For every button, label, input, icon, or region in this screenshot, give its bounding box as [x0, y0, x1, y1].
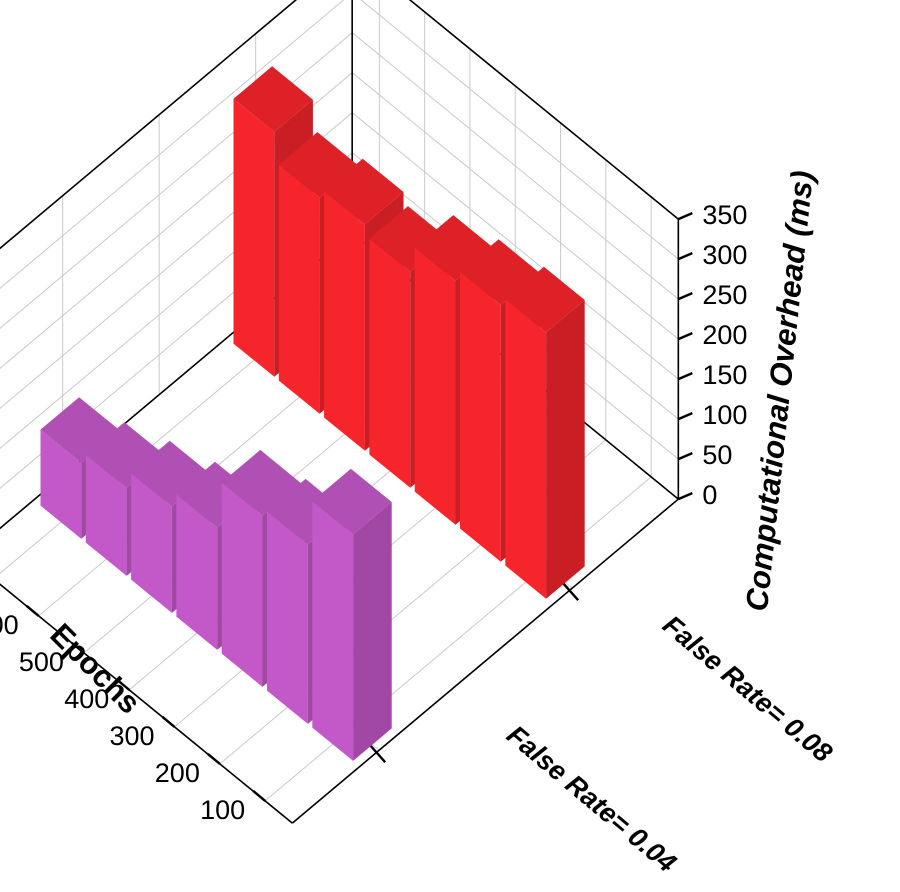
bars: [40, 66, 585, 761]
y-tick: [677, 331, 693, 341]
frame-line: [0, 0, 298, 250]
bar-front-face: [460, 271, 501, 562]
x-tick: [207, 752, 221, 765]
y-tick-label: 150: [702, 360, 747, 390]
bar-front-face: [176, 494, 218, 650]
bar-front-face: [40, 429, 82, 539]
series-label-false-rate-0-08: False Rate= 0.08: [657, 610, 838, 769]
grid-line: [264, 476, 652, 802]
bar-front-face: [131, 473, 172, 613]
bar-front-face: [233, 98, 275, 377]
y-tick-label: 0: [702, 480, 717, 510]
x-tick-label: 400: [64, 684, 109, 714]
grid-line: [0, 0, 679, 289]
y-tick: [677, 411, 693, 421]
y-tick-label: 200: [702, 320, 747, 350]
bar-front-face: [505, 299, 547, 599]
bar: [312, 468, 392, 761]
y-tick-label: 350: [702, 200, 747, 230]
x-tick-label: 200: [155, 758, 200, 788]
bar: [505, 266, 585, 599]
bar-top-face: [221, 449, 302, 516]
x-tick-label: 100: [200, 795, 245, 825]
bar-front-face: [414, 247, 456, 525]
y-tick-label: 300: [702, 240, 747, 270]
y-tick-label: 250: [702, 280, 747, 310]
bar-front-face: [278, 164, 320, 414]
bar-side-face: [353, 502, 392, 761]
x-tick-label: 600: [0, 610, 19, 640]
y-axis-title: Computational Overhead (ms): [739, 169, 820, 613]
bar-top-face: [505, 266, 585, 333]
y-tick: [677, 291, 693, 301]
series-label-false-rate-0-04: False Rate= 0.04: [501, 720, 682, 879]
frame-line: [408, 0, 679, 220]
bar-top-face: [233, 66, 313, 132]
x-tick-label: 500: [19, 647, 64, 677]
x-tick: [71, 641, 85, 654]
series-tick: [561, 581, 580, 601]
bar-front-face: [85, 454, 127, 576]
series-tick: [368, 743, 387, 763]
x-tick: [116, 678, 131, 691]
bar-top-face: [324, 158, 404, 225]
axis-ticks: [25, 211, 693, 802]
bar-side-face: [546, 300, 585, 599]
series-axis-line: [291, 498, 679, 824]
y-tick: [677, 491, 693, 501]
bar-front-face: [369, 238, 411, 488]
bar-front-face: [312, 501, 354, 761]
bar-front-face: [267, 511, 308, 724]
y-tick: [677, 451, 693, 461]
bar-top-face: [312, 468, 392, 535]
bar-front-face: [324, 191, 365, 451]
y-tick-label: 50: [702, 440, 732, 470]
y-tick: [677, 251, 693, 261]
x-tick-label: 300: [109, 721, 154, 751]
x-tick: [161, 715, 176, 728]
y-tick-label: 100: [702, 400, 747, 430]
y-tick: [677, 371, 693, 381]
x-tick: [252, 789, 266, 802]
y-tick: [677, 211, 693, 221]
x-tick: [25, 604, 40, 617]
bar-front-face: [221, 482, 263, 687]
